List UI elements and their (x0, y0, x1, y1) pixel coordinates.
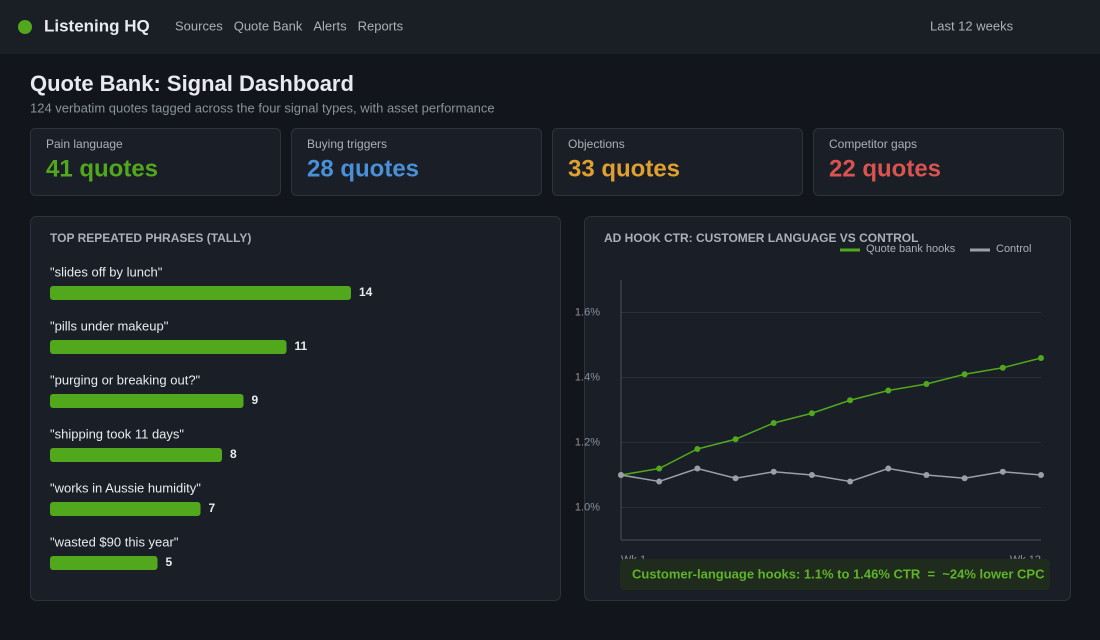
bar (50, 286, 351, 300)
bar-label: "works in Aussie humidity" (50, 480, 201, 495)
data-point (656, 465, 663, 472)
bar (50, 502, 201, 516)
kpi-card (291, 128, 542, 196)
data-point (694, 446, 701, 452)
bar (50, 556, 158, 570)
bar (50, 394, 244, 408)
y-tick-label: 1.2% (575, 436, 600, 448)
nav-link[interactable]: Quote Bank (234, 18, 303, 33)
data-point (770, 420, 777, 426)
kpi-label: Objections (568, 137, 625, 151)
data-point (694, 465, 701, 472)
brand-dot (18, 20, 32, 34)
data-point (656, 478, 663, 485)
value-label: 7 (209, 501, 216, 515)
bar (50, 340, 287, 354)
data-point (808, 410, 815, 417)
kpi-card (813, 128, 1064, 196)
bar-label: "pills under makeup" (50, 318, 169, 333)
nav-link[interactable]: Reports (358, 18, 404, 33)
y-tick-label: 1.0% (575, 501, 600, 513)
brand: Listening HQ (44, 16, 150, 35)
annotation: Customer-language hooks: 1.1% to 1.46% C… (632, 566, 1045, 581)
bar (50, 448, 222, 462)
y-tick-label: 1.6% (575, 306, 600, 318)
value-label: 14 (359, 285, 373, 299)
nav-link[interactable]: Sources (175, 18, 223, 33)
data-point (1038, 355, 1044, 361)
kpi-value: 33 quotes (568, 155, 680, 182)
kpi-value: 22 quotes (829, 155, 941, 182)
y-tick-label: 1.4% (575, 371, 600, 383)
data-point (1038, 472, 1044, 478)
value-label: 11 (295, 339, 308, 353)
legend-label: Control (996, 243, 1031, 255)
kpi-label: Buying triggers (307, 137, 387, 151)
chart-title: AD HOOK CTR: CUSTOMER LANGUAGE VS CONTRO… (604, 231, 918, 245)
data-point (618, 472, 624, 478)
series-line (620, 467, 1042, 483)
data-point (923, 472, 930, 478)
kpi-value: 28 quotes (307, 155, 419, 182)
series-line (620, 357, 1042, 476)
date-range[interactable]: Last 12 weeks (930, 18, 1014, 33)
bar-label: "wasted $90 this year" (50, 534, 179, 549)
value-label: 9 (252, 393, 259, 407)
nav-link[interactable]: Alerts (313, 18, 347, 33)
data-point (923, 381, 930, 387)
data-point (999, 364, 1006, 371)
legend-label: Quote bank hooks (866, 243, 956, 255)
kpi-label: Pain language (46, 137, 123, 151)
kpi-card (30, 128, 281, 196)
data-point (885, 387, 892, 394)
data-point (885, 465, 892, 472)
data-point (732, 475, 739, 482)
nav-bar (0, 0, 1100, 54)
value-label: 8 (230, 447, 237, 461)
data-point (770, 468, 777, 475)
data-point (808, 472, 815, 478)
annotation-box (620, 559, 1050, 590)
data-point (847, 397, 854, 404)
data-point (961, 475, 968, 482)
data-point (999, 468, 1006, 475)
data-point (961, 371, 968, 378)
chart-title: TOP REPEATED PHRASES (TALLY) (50, 231, 251, 245)
bar-label: "purging or breaking out?" (50, 372, 201, 387)
page-subtitle: 124 verbatim quotes tagged across the fo… (30, 100, 495, 115)
kpi-label: Competitor gaps (829, 137, 917, 151)
bar-label: "slides off by lunch" (50, 264, 163, 279)
value-label: 5 (166, 555, 173, 569)
kpi-value: 41 quotes (46, 155, 158, 182)
bar-label: "shipping took 11 days" (50, 426, 184, 441)
kpi-card (552, 128, 803, 196)
data-point (847, 478, 854, 485)
page-title: Quote Bank: Signal Dashboard (30, 71, 354, 96)
data-point (732, 436, 739, 443)
